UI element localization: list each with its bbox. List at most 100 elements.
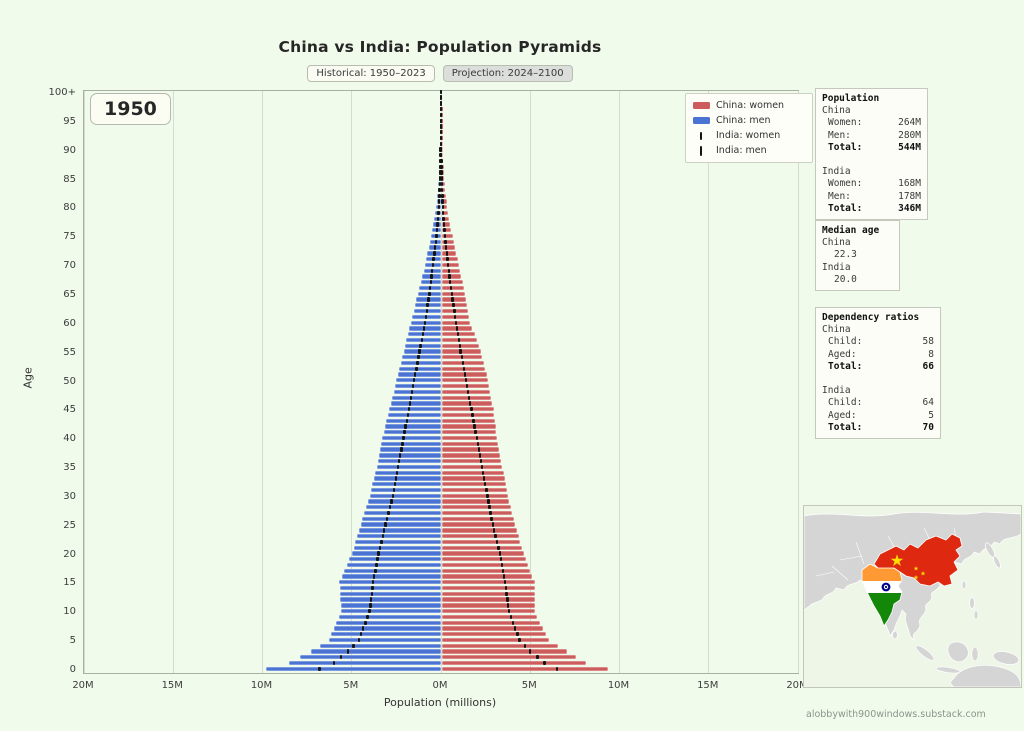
india-men-marker-age-69 <box>431 268 434 273</box>
india-women-marker-age-42 <box>473 424 476 429</box>
india-men-marker-age-17 <box>374 568 377 573</box>
india-men-marker-age-94 <box>439 124 443 129</box>
china-men-bar-age-2 <box>299 655 441 660</box>
x-tick-7: 15M <box>697 680 719 691</box>
india-men-marker-age-40 <box>402 435 405 441</box>
india-women-marker-age-14 <box>504 585 508 591</box>
india-men-marker-age-62 <box>425 308 428 314</box>
india-men-marker-age-50 <box>413 378 416 383</box>
panel-row-label: Men: <box>828 129 851 141</box>
china-women-bar-age-14 <box>441 585 535 591</box>
india-men-marker-age-28 <box>388 505 392 510</box>
india-men-marker-age-93 <box>439 130 443 135</box>
panel-row: Men: 178M <box>822 191 921 203</box>
india-men-marker-age-100 <box>439 89 443 94</box>
china-women-bar-age-0 <box>441 666 608 671</box>
india-men-marker-age-45 <box>407 407 411 412</box>
china-women-bar-age-68 <box>441 274 462 279</box>
india-men-marker-age-79 <box>437 210 440 216</box>
india-women-marker-age-40 <box>475 435 478 441</box>
india-women-marker-age-76 <box>443 228 446 233</box>
panel-line: China <box>822 324 851 336</box>
new-guinea-island <box>992 651 1020 665</box>
china-men-bar-age-50 <box>396 378 441 383</box>
china-flag-small-star-2 <box>920 571 926 576</box>
panel-row: Men: 280M <box>822 130 921 142</box>
china-men-bar-age-21 <box>353 545 441 550</box>
panel-spacer <box>822 154 921 166</box>
india-women-marker-age-74 <box>444 239 447 245</box>
median-age-panel-body: China 22.3 India 20.0 <box>822 237 893 286</box>
china-men-bar-age-59 <box>409 326 441 331</box>
china-men-bar-age-52 <box>399 366 441 371</box>
china-women-bar-age-42 <box>441 424 496 429</box>
china-men-bar-age-13 <box>339 591 441 596</box>
china-men-bar-age-44 <box>387 412 441 418</box>
india-men-marker-age-4 <box>352 643 355 648</box>
india-men-marker-age-48 <box>410 389 414 395</box>
china-men-bar-age-25 <box>360 522 441 527</box>
china-flag-small-star-1 <box>913 566 919 571</box>
panel-row-label: Total: <box>828 141 863 153</box>
india-men-marker-age-58 <box>421 332 424 337</box>
india-men-marker-age-42 <box>404 424 407 429</box>
china-women-bar-age-21 <box>441 545 523 550</box>
x-tick-3: 5M <box>343 680 359 691</box>
china-men-bar-age-27 <box>364 510 441 516</box>
y-tick-40: 40 <box>63 433 76 445</box>
china-women-bar-age-4 <box>441 643 558 648</box>
china-women-bar-age-64 <box>441 297 467 302</box>
china-women-bar-age-45 <box>441 407 494 412</box>
panel-row-label: Total: <box>828 202 863 214</box>
china-men-bar-age-34 <box>375 470 441 475</box>
gridline <box>351 91 353 673</box>
india-men-marker-age-91 <box>439 141 442 146</box>
y-tick-5: 5 <box>69 635 76 647</box>
china-women-bar-age-28 <box>441 505 511 510</box>
china-women-bar-age-86 <box>441 170 444 175</box>
china-men-bar-age-8 <box>336 620 441 625</box>
china-women-bar-age-74 <box>441 239 454 245</box>
china-women-bar-age-80 <box>441 205 448 210</box>
china-women-bar-age-6 <box>441 632 547 637</box>
india-women-marker-age-49 <box>465 383 469 389</box>
panel-row-value: 70 <box>922 421 934 433</box>
china-women-bar-age-85 <box>441 176 445 181</box>
india-women-marker-age-33 <box>482 476 486 481</box>
china-women-bar-age-19 <box>441 557 527 562</box>
china-men-bar-age-11 <box>340 603 441 608</box>
gridline <box>619 91 620 673</box>
india-men-marker-age-77 <box>436 222 439 227</box>
china-women-bar-age-78 <box>441 216 450 221</box>
china-women-bar-age-43 <box>441 418 495 423</box>
india-women-marker-age-6 <box>516 632 519 637</box>
india-women-marker-age-65 <box>450 291 453 296</box>
india-men-marker-age-38 <box>400 447 403 452</box>
india-men-marker-age-29 <box>390 499 393 504</box>
borneo-island <box>947 641 969 663</box>
india-men-marker-age-95 <box>439 118 443 123</box>
panel-row-value: 280M <box>898 129 921 141</box>
china-women-bar-age-89 <box>441 153 443 158</box>
india-men-marker-age-59 <box>422 326 426 331</box>
china-women-bar-age-10 <box>441 609 535 614</box>
median-age-panel: Median age China 22.3 India 20.0 <box>815 220 900 292</box>
india-women-marker-age-71 <box>446 257 449 262</box>
x-tick-8: 20M <box>786 680 808 691</box>
gridline <box>172 91 174 673</box>
panel-row: Aged: 8 <box>822 349 934 361</box>
china-men-bar-age-31 <box>371 487 441 493</box>
china-red-shape <box>873 533 963 587</box>
panel-row-label: Aged: <box>828 409 857 421</box>
india-men-marker-age-22 <box>380 539 383 545</box>
china-women-bar-age-40 <box>441 435 498 441</box>
asia-map-svg <box>803 511 1022 688</box>
median-age-panel-title: Median age <box>822 225 880 236</box>
india-men-marker-age-51 <box>414 372 417 377</box>
india-women-marker-age-37 <box>478 453 482 458</box>
india-men-marker-age-63 <box>426 303 429 308</box>
dependency-ratios-panel-title: Dependency ratios <box>822 312 920 323</box>
india-men-marker-age-39 <box>401 441 404 446</box>
china-men-bar-age-33 <box>373 476 441 481</box>
india-women-marker-age-19 <box>499 557 503 562</box>
